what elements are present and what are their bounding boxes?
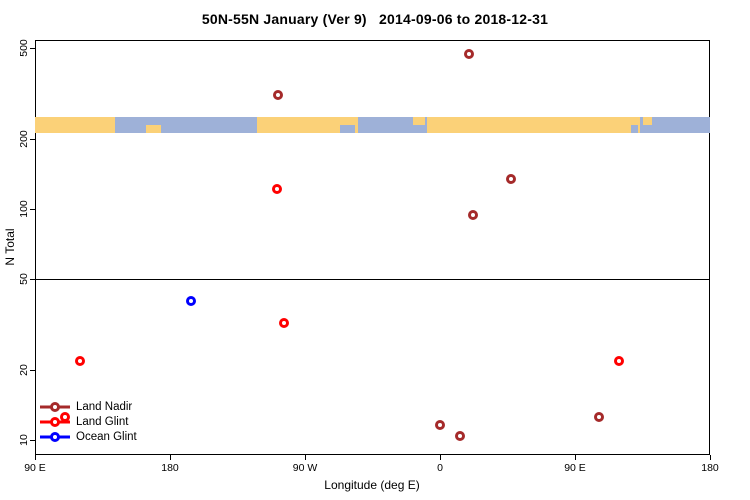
map-band-patch-land bbox=[413, 117, 425, 125]
map-band-patch-ocean bbox=[630, 125, 638, 133]
map-band-segment-land bbox=[257, 117, 358, 133]
reference-line-n50 bbox=[35, 279, 710, 280]
x-tick-label: 180 bbox=[701, 462, 719, 474]
y-tick-label: 500 bbox=[18, 38, 30, 57]
data-point-land-glint bbox=[613, 355, 624, 366]
y-tick-label: 100 bbox=[18, 200, 30, 218]
x-tick-mark bbox=[305, 455, 306, 460]
x-axis-label: Longitude (deg E) bbox=[324, 478, 420, 492]
data-point-land-glint bbox=[60, 411, 70, 422]
y-tick-label: 20 bbox=[18, 364, 30, 377]
map-band-segment-ocean bbox=[114, 117, 257, 133]
x-tick-mark bbox=[575, 455, 576, 460]
map-band-segment-ocean bbox=[639, 117, 710, 133]
data-point-land-nadir bbox=[594, 411, 604, 422]
x-tick-label: 0 bbox=[437, 462, 443, 474]
legend-marker-2 bbox=[50, 432, 60, 442]
data-point-land-nadir bbox=[463, 48, 474, 59]
data-point-land-glint bbox=[279, 318, 289, 329]
data-point-land-nadir bbox=[435, 420, 445, 431]
chart-title: 50N-55N January (Ver 9) 2014-09-06 to 20… bbox=[201, 11, 549, 27]
plot-area-border bbox=[35, 40, 710, 455]
map-band-patch-land bbox=[146, 125, 161, 133]
data-point-land-nadir bbox=[505, 173, 516, 184]
data-point-land-nadir bbox=[468, 210, 478, 221]
data-point-land-glint bbox=[75, 355, 85, 366]
data-point-land-nadir bbox=[273, 90, 283, 101]
legend-label-2: Ocean Glint bbox=[76, 431, 137, 443]
x-tick-mark bbox=[170, 455, 171, 460]
legend-label-0: Land Nadir bbox=[76, 401, 133, 413]
data-point-land-nadir bbox=[454, 431, 465, 442]
map-band-patch-ocean bbox=[339, 125, 355, 133]
y-tick-mark bbox=[30, 209, 35, 210]
x-tick-mark bbox=[710, 455, 711, 460]
x-tick-label: 90 E bbox=[564, 462, 586, 474]
y-tick-label: 50 bbox=[18, 272, 30, 285]
data-point-land-glint bbox=[271, 184, 282, 195]
y-tick-mark bbox=[30, 139, 35, 141]
map-band-segment-land bbox=[35, 117, 115, 133]
y-tick-mark bbox=[30, 440, 35, 441]
x-tick-label: 180 bbox=[161, 462, 179, 474]
map-band-segment-ocean bbox=[357, 117, 427, 133]
x-tick-label: 90 E bbox=[24, 462, 46, 474]
y-axis-label: N Total bbox=[3, 228, 17, 266]
y-tick-mark bbox=[30, 47, 35, 49]
y-tick-label: 200 bbox=[18, 130, 30, 149]
legend-marker-0 bbox=[50, 402, 60, 412]
x-tick-mark bbox=[440, 455, 441, 460]
legend-marker-1 bbox=[50, 417, 60, 427]
y-tick-mark bbox=[30, 278, 35, 280]
y-tick-label: 10 bbox=[18, 434, 30, 446]
x-tick-label: 90 W bbox=[292, 462, 318, 474]
x-tick-mark bbox=[35, 455, 36, 460]
data-point-ocean-glint bbox=[186, 295, 196, 306]
map-band-segment-land bbox=[426, 117, 640, 133]
legend-label-1: Land Glint bbox=[76, 416, 129, 428]
y-tick-mark bbox=[30, 370, 35, 372]
map-band-patch-land bbox=[642, 117, 652, 125]
